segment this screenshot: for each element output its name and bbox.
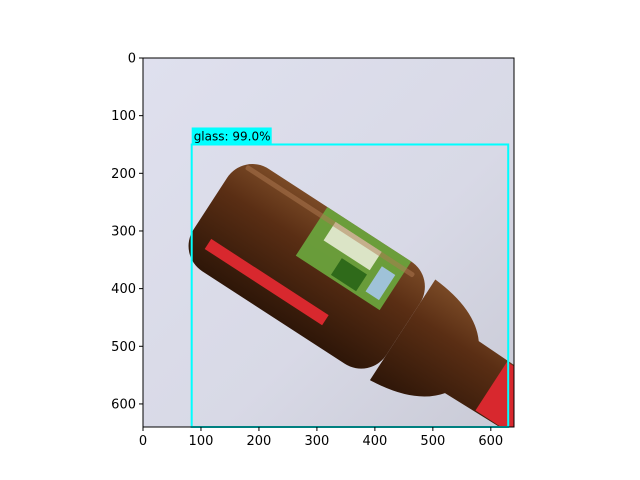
x-tick-label: 0 xyxy=(139,434,147,449)
x-tick-label: 200 xyxy=(247,434,272,449)
x-tick-label: 500 xyxy=(420,434,445,449)
detection-label-background xyxy=(191,127,272,144)
x-tick-label: 400 xyxy=(362,434,387,449)
x-axis: 0 100 200 300 400 500 600 xyxy=(139,427,503,449)
y-tick-label: 400 xyxy=(111,282,136,297)
y-tick-label: 0 xyxy=(128,52,136,67)
x-tick-label: 300 xyxy=(304,434,329,449)
x-tick-label: 600 xyxy=(478,434,503,449)
bottle-image xyxy=(188,164,514,427)
axes-frame xyxy=(142,57,515,428)
y-tick-label: 100 xyxy=(111,109,136,124)
y-tick-label: 200 xyxy=(111,167,136,182)
x-tick-label: 100 xyxy=(189,434,214,449)
y-tick-label: 500 xyxy=(111,340,136,355)
y-tick-label: 300 xyxy=(111,224,136,239)
detection-label: glass: 99.0% xyxy=(194,129,271,143)
y-tick-label: 600 xyxy=(111,397,136,412)
photo xyxy=(143,58,514,427)
y-axis: 0 100 200 300 400 500 600 xyxy=(111,52,143,412)
